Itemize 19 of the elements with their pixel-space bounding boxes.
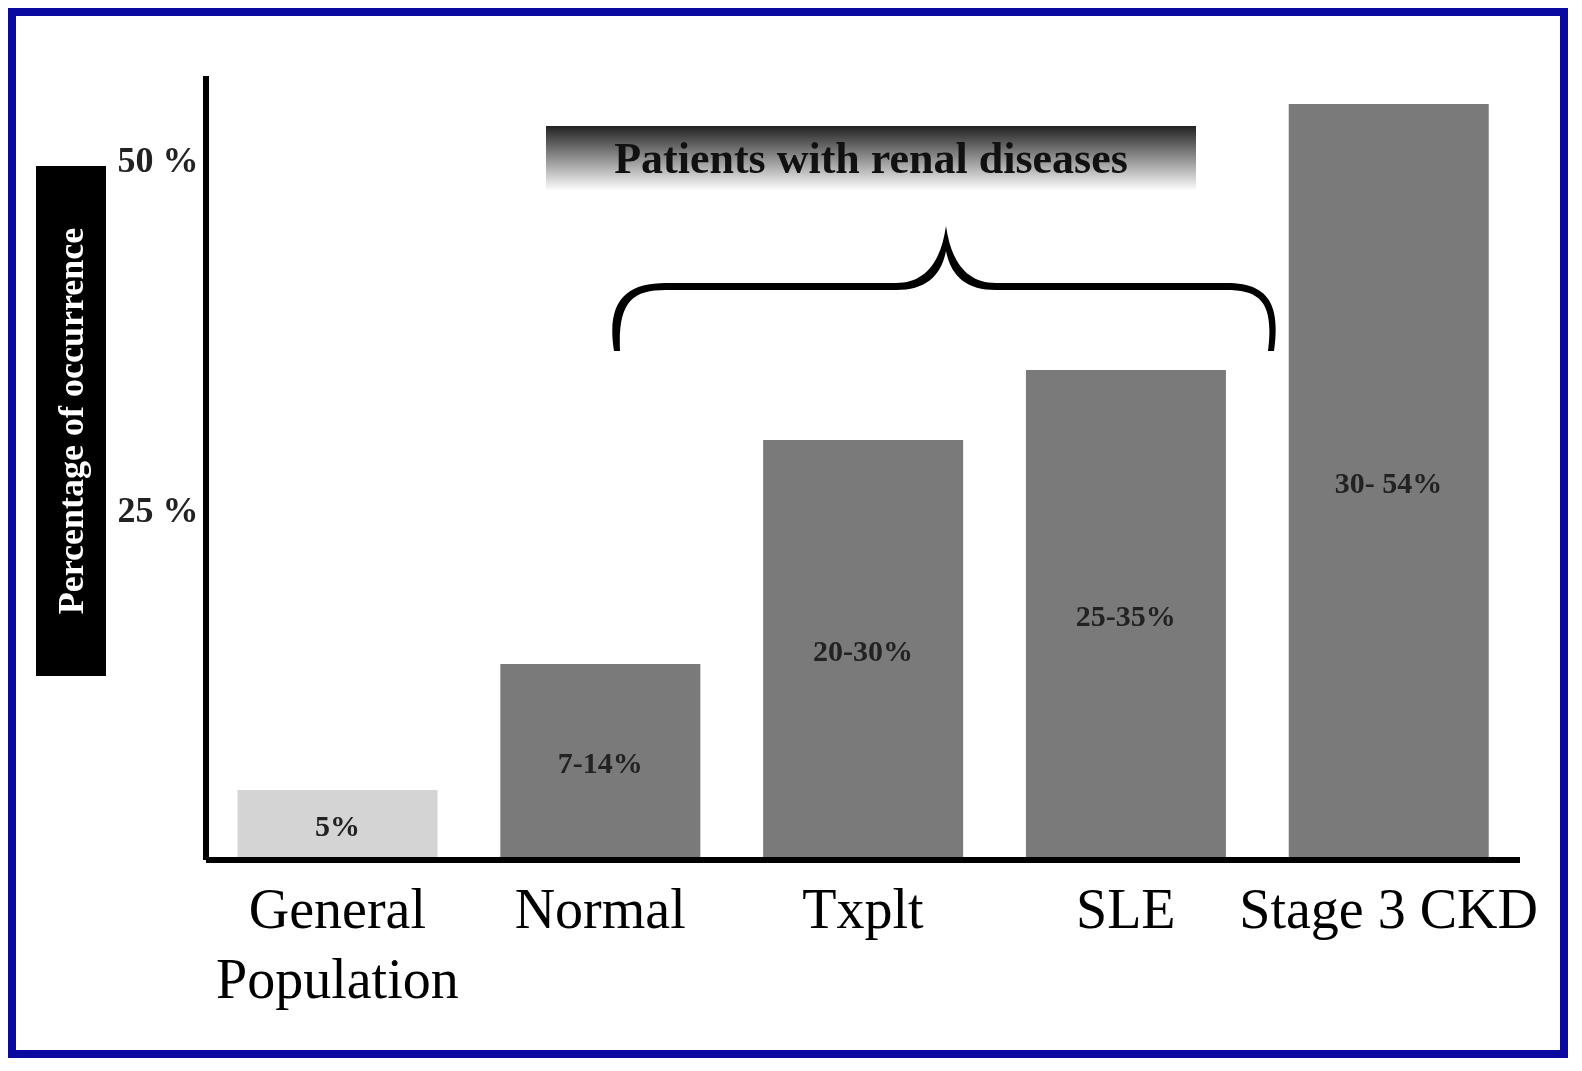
x-tick-label: Normal <box>514 878 686 940</box>
annotation: 25-35% <box>1075 598 1176 632</box>
annotation: 20-30% <box>813 633 913 667</box>
annotation: 30- 54% <box>1334 465 1443 499</box>
x-tick-label: Stage 3 CKD <box>1239 878 1538 940</box>
bar <box>500 664 701 860</box>
bar <box>1288 104 1489 860</box>
y-tick-label: 25 % <box>117 490 199 530</box>
bar <box>237 790 438 860</box>
x-tick-label: SLE <box>1076 878 1176 940</box>
bar <box>763 440 964 860</box>
annotation: 5% <box>314 808 360 842</box>
x-tick-label: Txplt <box>802 878 925 940</box>
y-axis-title: Percentage of occurrence <box>50 227 92 615</box>
annotation: Patients with renal diseases <box>546 126 1196 191</box>
y-tick-label: 50 % <box>117 140 199 180</box>
annotation: 7-14% <box>557 745 643 779</box>
bar <box>1025 370 1226 860</box>
x-tick-label: General Population <box>216 878 459 1010</box>
